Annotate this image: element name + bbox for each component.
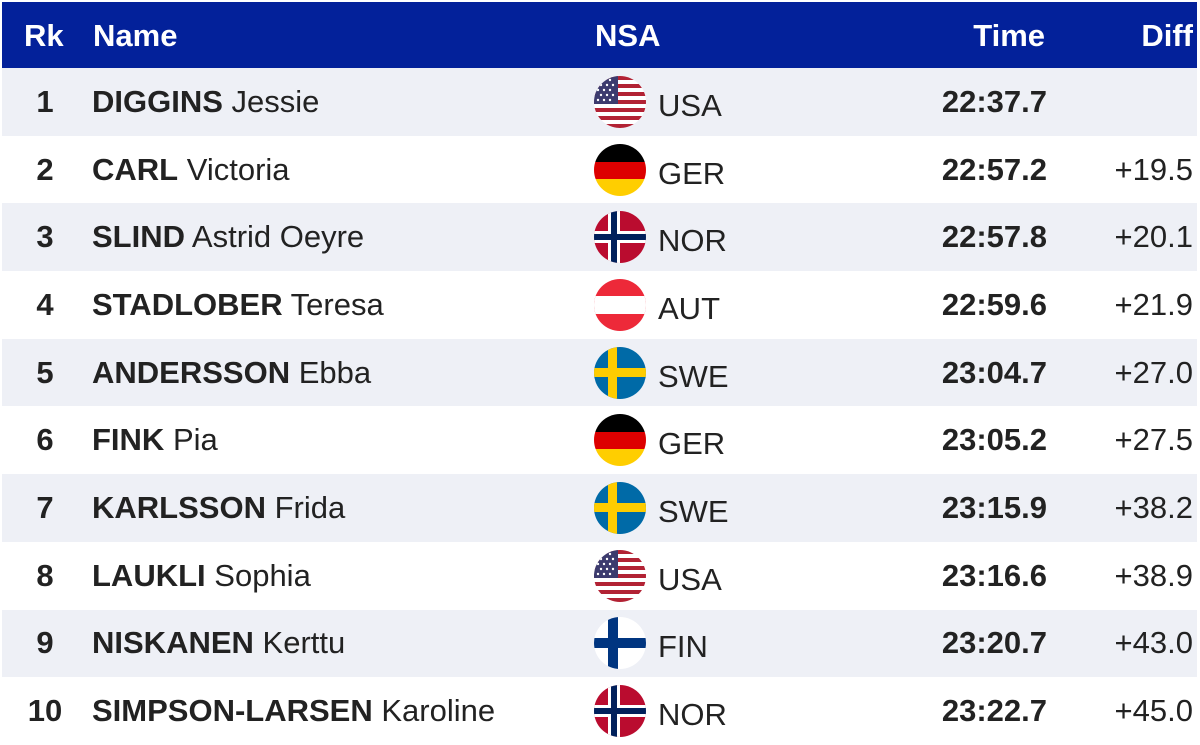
diff-cell: +27.0 xyxy=(1114,354,1193,390)
time-cell: 23:15.9 xyxy=(941,489,1047,525)
header-rank[interactable]: Rk xyxy=(24,18,64,53)
diff-cell: +38.9 xyxy=(1114,557,1193,593)
athlete-first-name: Ebba xyxy=(298,354,372,390)
athlete-first-name: Karoline xyxy=(381,693,496,729)
table-row[interactable]: 2 CARL Victoria GER 22:57.2 +19.5 xyxy=(2,135,1197,204)
nor-flag-icon xyxy=(594,211,646,264)
table-body: 1 DIGGINS Jessie USA 22:37.7 2 CARL Vict… xyxy=(2,68,1197,745)
usa-flag-icon xyxy=(594,75,646,128)
time-cell: 23:22.7 xyxy=(941,693,1047,729)
rank-cell: 2 xyxy=(36,151,54,187)
table-header: Rk Name NSA Time Diff xyxy=(2,2,1197,68)
athlete-last-name: ANDERSSON xyxy=(92,354,291,390)
diff-cell: +43.0 xyxy=(1114,625,1193,661)
nsa-code: SWE xyxy=(658,494,729,530)
table-row[interactable]: 4 STADLOBER Teresa AUT 22:59.6 +21.9 xyxy=(2,271,1197,339)
diff-cell: +21.9 xyxy=(1114,286,1193,322)
time-cell: 23:05.2 xyxy=(941,422,1047,458)
table-row[interactable]: 10 SIMPSON-LARSEN Karoline NOR 23:22.7 +… xyxy=(2,677,1197,745)
athlete-last-name: SLIND xyxy=(92,219,185,255)
ger-flag-icon xyxy=(594,414,646,467)
time-cell: 22:57.2 xyxy=(941,151,1047,187)
athlete-name[interactable]: FINK Pia xyxy=(92,422,218,458)
nor-flag-icon xyxy=(594,685,646,738)
table-row[interactable]: 5 ANDERSSON Ebba SWE 23:04.7 +27.0 xyxy=(2,338,1197,407)
athlete-name[interactable]: SLIND Astrid Oeyre xyxy=(92,219,364,255)
athlete-first-name: Victoria xyxy=(186,151,290,187)
table-row[interactable]: 9 NISKANEN Kerttu FIN 23:20.7 +43.0 xyxy=(2,609,1197,678)
nsa-code: AUT xyxy=(658,290,720,326)
diff-cell: +27.5 xyxy=(1114,422,1193,458)
athlete-first-name: Jessie xyxy=(231,83,320,119)
athlete-name[interactable]: NISKANEN Kerttu xyxy=(92,625,345,661)
nsa-code: USA xyxy=(658,561,722,597)
diff-cell: +19.5 xyxy=(1114,151,1193,187)
athlete-name[interactable]: KARLSSON Frida xyxy=(92,490,345,526)
athlete-last-name: CARL xyxy=(92,151,179,187)
rank-cell: 3 xyxy=(36,219,54,255)
ger-flag-icon xyxy=(594,143,646,196)
nsa-code: NOR xyxy=(658,697,727,733)
time-cell: 22:57.8 xyxy=(941,219,1047,255)
usa-flag-icon xyxy=(594,549,646,602)
rank-cell: 8 xyxy=(36,557,54,593)
nsa-code: GER xyxy=(658,155,726,191)
aut-flag-icon xyxy=(594,278,646,331)
table-row[interactable]: 7 KARLSSON Frida SWE 23:15.9 +38.2 xyxy=(2,474,1197,542)
athlete-name[interactable]: CARL Victoria xyxy=(92,152,290,188)
athlete-first-name: Kerttu xyxy=(262,625,346,661)
table-row[interactable]: 1 DIGGINS Jessie USA 22:37.7 xyxy=(2,68,1197,136)
athlete-name[interactable]: SIMPSON-LARSEN Karoline xyxy=(92,693,495,729)
nsa-code: SWE xyxy=(658,358,729,394)
rank-cell: 7 xyxy=(36,489,54,525)
fin-flag-icon xyxy=(594,617,646,670)
header-name[interactable]: Name xyxy=(93,18,178,53)
athlete-last-name: DIGGINS xyxy=(92,83,223,119)
athlete-first-name: Sophia xyxy=(214,557,311,593)
athlete-first-name: Astrid Oeyre xyxy=(191,219,365,255)
time-cell: 23:04.7 xyxy=(941,354,1047,390)
nsa-code: GER xyxy=(658,426,726,462)
swe-flag-icon xyxy=(594,481,646,534)
athlete-first-name: Teresa xyxy=(290,286,384,322)
diff-cell: +45.0 xyxy=(1114,693,1193,729)
athlete-last-name: KARLSSON xyxy=(92,489,266,525)
athlete-last-name: FINK xyxy=(92,422,165,458)
rank-cell: 9 xyxy=(36,625,54,661)
rank-cell: 4 xyxy=(36,286,54,322)
time-cell: 23:16.6 xyxy=(941,557,1047,593)
table-row[interactable]: 3 SLIND Astrid Oeyre NOR 22:57.8 +20.1 xyxy=(2,203,1197,272)
athlete-first-name: Frida xyxy=(274,489,346,525)
table-row[interactable]: 8 LAUKLI Sophia USA 23:16.6 +38.9 xyxy=(2,541,1197,610)
athlete-name[interactable]: LAUKLI Sophia xyxy=(92,558,311,594)
rank-cell: 5 xyxy=(36,354,54,390)
time-cell: 22:59.6 xyxy=(941,286,1047,322)
header-time[interactable]: Time xyxy=(973,18,1045,53)
table-row[interactable]: 6 FINK Pia GER 23:05.2 +27.5 xyxy=(2,406,1197,475)
time-cell: 22:37.7 xyxy=(941,83,1047,119)
header-diff[interactable]: Diff xyxy=(1141,18,1193,53)
header-nsa[interactable]: NSA xyxy=(595,18,661,53)
athlete-last-name: LAUKLI xyxy=(92,557,206,593)
athlete-last-name: STADLOBER xyxy=(92,286,283,322)
rank-cell: 10 xyxy=(27,693,63,729)
rank-cell: 6 xyxy=(36,422,54,458)
diff-cell: +20.1 xyxy=(1114,219,1193,255)
nsa-code: NOR xyxy=(658,223,727,259)
nsa-code: USA xyxy=(658,87,722,123)
athlete-last-name: SIMPSON-LARSEN xyxy=(92,693,373,729)
athlete-name[interactable]: STADLOBER Teresa xyxy=(92,287,384,323)
nsa-code: FIN xyxy=(658,629,708,665)
athlete-first-name: Pia xyxy=(172,422,218,458)
rank-cell: 1 xyxy=(36,83,54,119)
time-cell: 23:20.7 xyxy=(941,625,1047,661)
diff-cell: +38.2 xyxy=(1114,489,1193,525)
athlete-name[interactable]: DIGGINS Jessie xyxy=(92,84,319,120)
swe-flag-icon xyxy=(594,346,646,399)
athlete-last-name: NISKANEN xyxy=(92,625,254,661)
athlete-name[interactable]: ANDERSSON Ebba xyxy=(92,355,371,391)
